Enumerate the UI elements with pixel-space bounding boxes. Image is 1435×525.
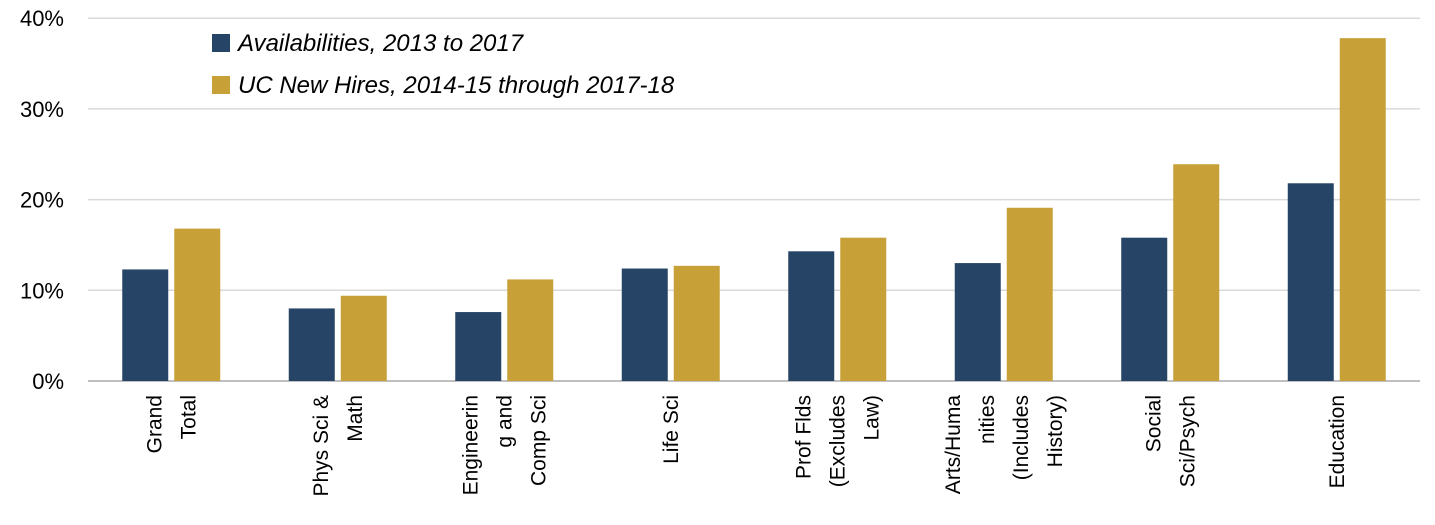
x-category-label: Social Sci/Psych bbox=[1142, 395, 1199, 487]
bar-availabilities bbox=[621, 268, 668, 381]
bar-uc-new-hires bbox=[507, 279, 554, 381]
x-category-text: Grand Total bbox=[143, 395, 200, 453]
y-tick-label: 40% bbox=[20, 6, 64, 31]
bar-availabilities bbox=[288, 308, 335, 381]
bar-uc-new-hires bbox=[840, 237, 887, 381]
bar-uc-new-hires bbox=[1339, 38, 1386, 382]
y-tick-label: 0% bbox=[32, 369, 64, 394]
x-category-label: Prof Flds (Excludes Law) bbox=[792, 395, 883, 487]
x-category-label: Phys Sci & Math bbox=[310, 395, 367, 497]
x-category-text: Life Sci bbox=[660, 395, 683, 464]
x-category-text: Social Sci/Psych bbox=[1142, 395, 1199, 487]
bar-availabilities bbox=[1121, 237, 1168, 381]
x-category-line: nities bbox=[976, 395, 999, 444]
x-category-line: Prof Flds bbox=[792, 395, 815, 479]
x-category-line: Life Sci bbox=[660, 395, 683, 464]
x-category-line: Sci/Psych bbox=[1176, 395, 1199, 487]
x-category-label: Education bbox=[1326, 395, 1349, 488]
y-tick-label: 30% bbox=[20, 97, 64, 122]
x-category-label: Grand Total bbox=[143, 395, 200, 453]
legend-swatch-uc-new-hires bbox=[212, 76, 230, 94]
bar-availabilities bbox=[1287, 183, 1334, 381]
x-category-line: Comp Sci bbox=[527, 395, 550, 486]
x-category-line: (Includes bbox=[1010, 395, 1033, 480]
bar-uc-new-hires bbox=[1173, 164, 1220, 381]
x-category-label: Engineerin g and Comp Sci bbox=[459, 395, 550, 495]
x-category-line: Total bbox=[177, 395, 200, 439]
y-tick-label: 10% bbox=[20, 278, 64, 303]
legend-label-uc-new-hires: UC New Hires, 2014-15 through 2017-18 bbox=[238, 72, 675, 99]
bar-availabilities bbox=[455, 312, 502, 381]
bar-availabilities bbox=[122, 269, 169, 381]
x-category-line: Grand bbox=[143, 395, 166, 453]
legend: Availabilities, 2013 to 2017 UC New Hire… bbox=[212, 30, 675, 99]
x-category-label: Life Sci bbox=[660, 395, 683, 464]
legend-swatch-availabilities bbox=[212, 34, 230, 52]
bar-uc-new-hires bbox=[673, 265, 720, 381]
x-category-line: Law) bbox=[860, 395, 883, 441]
x-category-label: Arts/Huma nities (Includes History) bbox=[942, 395, 1067, 495]
bar-uc-new-hires bbox=[174, 228, 221, 381]
bars bbox=[122, 38, 1386, 382]
bar-availabilities bbox=[954, 263, 1001, 381]
bar-availabilities bbox=[788, 251, 835, 381]
legend-label-availabilities: Availabilities, 2013 to 2017 bbox=[236, 30, 525, 57]
x-category-line: History) bbox=[1044, 395, 1067, 467]
x-axis: Grand Total Phys Sci & Math Engineerin g and C… bbox=[143, 395, 1349, 497]
x-category-line: Phys Sci & bbox=[310, 395, 333, 497]
x-category-line: Social bbox=[1142, 395, 1165, 452]
x-category-line: Engineerin bbox=[459, 395, 482, 495]
bar-uc-new-hires bbox=[340, 295, 387, 381]
x-category-text: Prof Flds (Excludes Law) bbox=[792, 395, 883, 487]
x-category-line: Education bbox=[1326, 395, 1349, 488]
x-category-line: (Excludes bbox=[826, 395, 849, 487]
bar-uc-new-hires bbox=[1006, 207, 1053, 381]
x-category-line: Arts/Huma bbox=[942, 395, 965, 495]
x-category-text: Phys Sci & Math bbox=[310, 395, 367, 497]
y-tick-label: 20% bbox=[20, 188, 64, 213]
y-axis: 0% 10% 20% 30% 40% bbox=[20, 6, 64, 394]
x-category-text: Engineerin g and Comp Sci bbox=[459, 395, 550, 495]
x-category-line: Math bbox=[344, 395, 367, 442]
x-category-line: g and bbox=[493, 395, 516, 448]
x-category-text: Education bbox=[1326, 395, 1349, 488]
x-category-text: Arts/Huma nities (Includes History) bbox=[942, 395, 1067, 495]
